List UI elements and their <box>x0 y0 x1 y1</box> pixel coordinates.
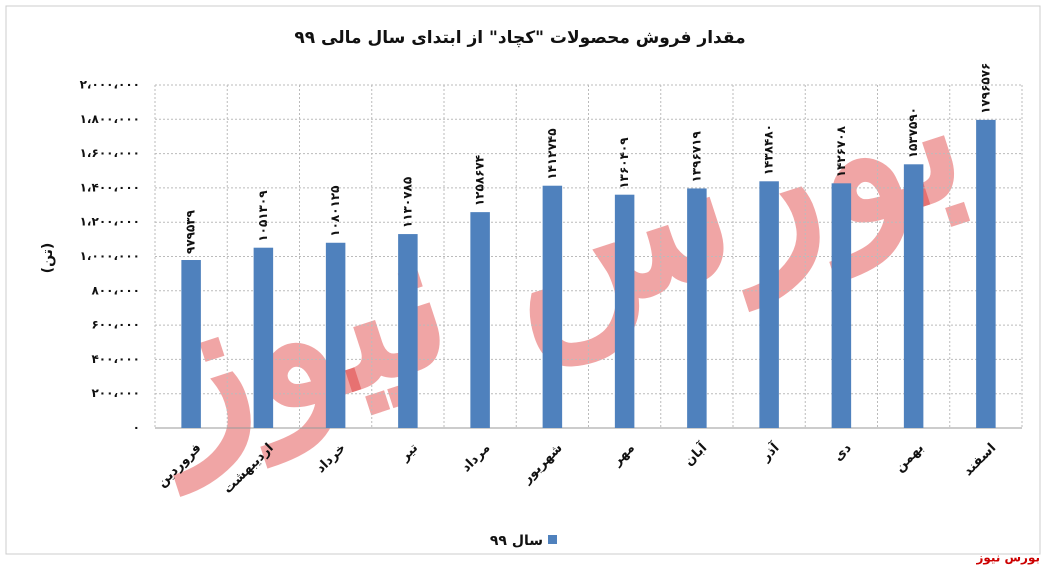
legend-label: سال ۹۹ <box>490 533 543 549</box>
bar <box>398 234 418 428</box>
y-tick-label: ۱،۰۰۰،۰۰۰ <box>80 249 140 263</box>
data-label: ۱۷۹۶۵۷۶ <box>978 63 992 114</box>
y-tick-label: ۱،۴۰۰،۰۰۰ <box>80 180 140 194</box>
y-tick-label: ۸۰۰،۰۰۰ <box>91 283 140 297</box>
data-label: ۱۴۳۸۴۸۰ <box>762 124 776 175</box>
data-label: ۱۳۹۶۷۱۹ <box>689 131 703 183</box>
data-label: ۱۱۳۰۷۸۵ <box>400 177 414 228</box>
y-tick-label: ۱،۸۰۰،۰۰۰ <box>80 112 140 126</box>
data-label: ۹۷۹۵۳۹ <box>184 209 198 254</box>
bar <box>976 119 996 429</box>
source-label: بورس نیوز <box>975 551 1040 566</box>
y-axis-label: (تن) <box>40 243 56 274</box>
bar <box>542 185 563 428</box>
chart-border <box>5 5 1041 555</box>
data-label: ۱۳۶۰۴۰۹ <box>617 137 631 189</box>
y-tick-label: ۴۰۰،۰۰۰ <box>91 352 140 366</box>
bar <box>687 188 707 428</box>
bar <box>253 247 274 428</box>
data-label: ۱۲۵۸۶۷۴ <box>473 155 487 206</box>
y-tick-label: ۶۰۰،۰۰۰ <box>91 318 140 332</box>
data-label: ۱۴۱۲۷۴۵ <box>545 128 559 179</box>
chart-title: مقدار فروش محصولات "کچاد" از ابتدای سال … <box>294 28 745 48</box>
bar <box>759 181 779 428</box>
y-tick-label: ۲،۰۰۰،۰۰۰ <box>80 78 140 92</box>
y-tick-label: ۲۰۰،۰۰۰ <box>91 386 140 400</box>
y-tick-label: ۰ <box>133 421 140 435</box>
bar <box>614 194 635 428</box>
data-label: ۱۵۳۷۵۹۰ <box>906 107 920 158</box>
legend-swatch <box>548 535 557 544</box>
bar <box>470 212 490 428</box>
bar <box>325 242 346 428</box>
data-label: ۱۴۲۶۷۰۸ <box>834 125 848 177</box>
data-label: ۱۰۵۱۳۰۹ <box>256 190 270 242</box>
bar <box>903 164 924 428</box>
y-tick-label: ۱،۲۰۰،۰۰۰ <box>80 215 140 229</box>
data-label: ۱۰۸۰۱۲۵ <box>328 185 342 236</box>
bar <box>181 260 201 428</box>
bar <box>831 183 852 428</box>
y-tick-label: ۱،۶۰۰،۰۰۰ <box>80 146 140 160</box>
